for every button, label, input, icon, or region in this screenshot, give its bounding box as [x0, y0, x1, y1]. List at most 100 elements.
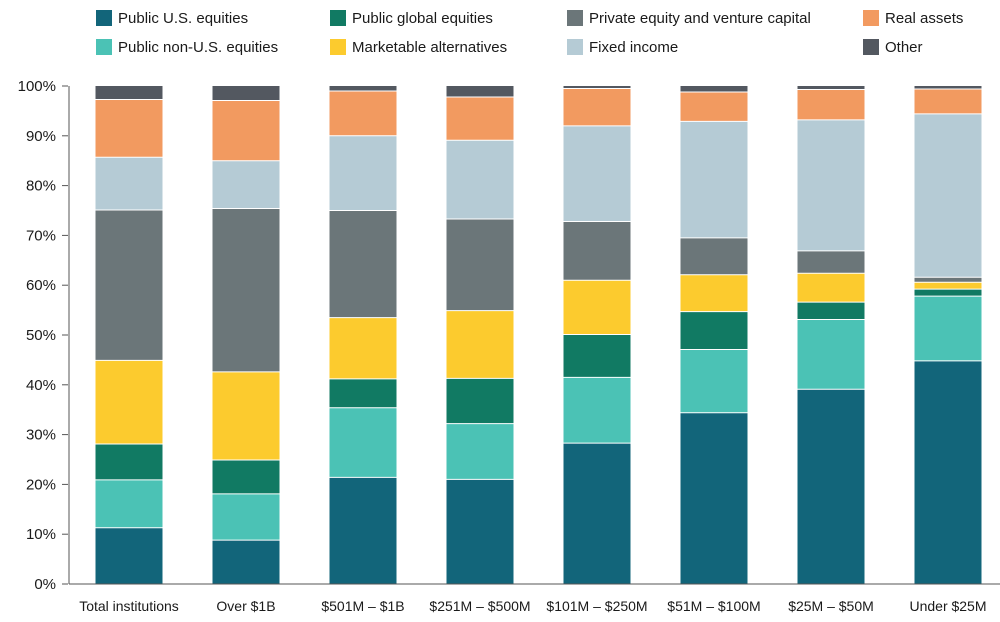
legend-swatch: [863, 39, 879, 55]
bar-segment-private-equity-and-venture-capital: [329, 210, 397, 318]
bar-segment-public-global-equities: [563, 334, 631, 378]
bar-segment-other: [329, 86, 397, 91]
bar-stack-101m-250m: [563, 86, 631, 584]
legend-swatch: [567, 39, 583, 55]
bar-segment-public-non-u-s-equities: [95, 479, 163, 528]
bar-segment-fixed-income: [329, 135, 397, 211]
bar-stack-under-25m: [914, 86, 982, 584]
bar-segment-marketable-alternatives: [563, 280, 631, 335]
y-tick-label: 70%: [26, 227, 56, 244]
y-axis: 0% 10% 20% 30% 40% 50% 60% 70% 80% 90% 100%: [18, 78, 70, 593]
bar-segment-private-equity-and-venture-capital: [212, 208, 280, 372]
y-tick-label: 10%: [26, 526, 56, 543]
y-tick-label: 40%: [26, 377, 56, 394]
bar-stack-501m-1b: [329, 86, 397, 584]
bar-segment-marketable-alternatives: [212, 371, 280, 460]
legend-item-fixed-income: Fixed income: [567, 39, 678, 56]
x-tick-label-under-25m: Under $25M: [909, 598, 986, 614]
bar-segment-public-global-equities: [914, 289, 982, 297]
bar-segment-fixed-income: [95, 157, 163, 211]
legend-label: Marketable alternatives: [352, 39, 507, 56]
bar-segment-real-assets: [797, 89, 865, 120]
bar-stack-over-1b: [212, 86, 280, 584]
bar-segment-public-u-s-equities: [329, 477, 397, 584]
legend-swatch: [330, 10, 346, 26]
bar-segment-public-non-u-s-equities: [446, 423, 514, 480]
y-tick-label: 100%: [18, 78, 56, 95]
bar-segment-real-assets: [95, 99, 163, 158]
bar-segment-public-non-u-s-equities: [680, 349, 748, 413]
y-tick-label: 30%: [26, 427, 56, 444]
bar-segment-public-non-u-s-equities: [329, 407, 397, 478]
bar-segment-fixed-income: [797, 119, 865, 251]
bars: [95, 86, 982, 584]
y-tick-label: 50%: [26, 327, 56, 344]
bar-stack-51m-100m: [680, 86, 748, 584]
legend-label: Public U.S. equities: [118, 10, 248, 27]
bar-segment-marketable-alternatives: [446, 310, 514, 379]
bar-segment-other: [563, 86, 631, 89]
bar-segment-fixed-income: [914, 113, 982, 278]
legend-item-public-non-u-s-equities: Public non-U.S. equities: [96, 39, 278, 56]
legend-item-public-u-s-equities: Public U.S. equities: [96, 10, 248, 27]
bar-segment-public-u-s-equities: [797, 389, 865, 584]
x-tick-label-501m-1b: $501M – $1B: [321, 598, 404, 614]
y-tick-label: 20%: [26, 476, 56, 493]
bar-segment-other: [914, 86, 982, 89]
bar-segment-public-global-equities: [797, 302, 865, 320]
bar-segment-other: [446, 86, 514, 97]
bar-segment-private-equity-and-venture-capital: [680, 237, 748, 275]
x-tick-label-25m-50m: $25M – $50M: [788, 598, 874, 614]
bar-stack-total-institutions: [95, 86, 163, 584]
y-tick-label: 80%: [26, 178, 56, 195]
bar-segment-public-u-s-equities: [95, 527, 163, 584]
bar-segment-marketable-alternatives: [680, 274, 748, 312]
bar-segment-private-equity-and-venture-capital: [797, 250, 865, 274]
bar-segment-public-u-s-equities: [680, 412, 748, 584]
legend: Public U.S. equities Public global equiti…: [96, 10, 963, 56]
bar-segment-fixed-income: [680, 121, 748, 238]
bar-segment-public-u-s-equities: [212, 540, 280, 584]
legend-label: Public non-U.S. equities: [118, 39, 278, 56]
legend-swatch: [330, 39, 346, 55]
bar-segment-private-equity-and-venture-capital: [446, 218, 514, 311]
y-tick-label: 90%: [26, 128, 56, 145]
bar-segment-real-assets: [446, 96, 514, 141]
bar-segment-public-global-equities: [95, 444, 163, 480]
legend-label: Private equity and venture capital: [589, 10, 811, 27]
x-tick-label-101m-250m: $101M – $250M: [546, 598, 647, 614]
bar-segment-other: [680, 86, 748, 92]
y-tick-label: 60%: [26, 277, 56, 294]
bar-segment-public-u-s-equities: [563, 443, 631, 584]
bar-segment-private-equity-and-venture-capital: [95, 210, 163, 361]
bar-segment-public-non-u-s-equities: [563, 377, 631, 444]
bar-segment-private-equity-and-venture-capital: [563, 221, 631, 281]
bar-segment-other: [212, 86, 280, 101]
legend-item-other: Other: [863, 39, 923, 56]
y-tick-label: 0%: [34, 576, 56, 593]
bar-segment-real-assets: [212, 100, 280, 161]
bar-segment-real-assets: [329, 90, 397, 136]
bar-segment-fixed-income: [212, 160, 280, 209]
bar-segment-other: [797, 86, 865, 90]
legend-label: Other: [885, 39, 923, 56]
bar-segment-real-assets: [680, 91, 748, 122]
bar-segment-real-assets: [914, 88, 982, 114]
bar-segment-public-global-equities: [680, 311, 748, 350]
legend-item-private-equity-and-venture-capital: Private equity and venture capital: [567, 10, 811, 27]
legend-item-marketable-alternatives: Marketable alternatives: [330, 39, 507, 56]
bar-segment-public-non-u-s-equities: [212, 493, 280, 541]
legend-label: Real assets: [885, 10, 963, 27]
bar-segment-public-u-s-equities: [914, 360, 982, 584]
legend-label: Fixed income: [589, 39, 678, 56]
bar-segment-marketable-alternatives: [329, 317, 397, 379]
bar-segment-other: [95, 86, 163, 100]
bar-segment-private-equity-and-venture-capital: [914, 277, 982, 283]
x-tick-label-251m-500m: $251M – $500M: [429, 598, 530, 614]
bar-segment-public-u-s-equities: [446, 479, 514, 584]
bar-segment-marketable-alternatives: [95, 360, 163, 445]
x-axis: Total institutions Over $1B $501M – $1B $25…: [69, 583, 1000, 614]
bar-segment-fixed-income: [563, 125, 631, 222]
